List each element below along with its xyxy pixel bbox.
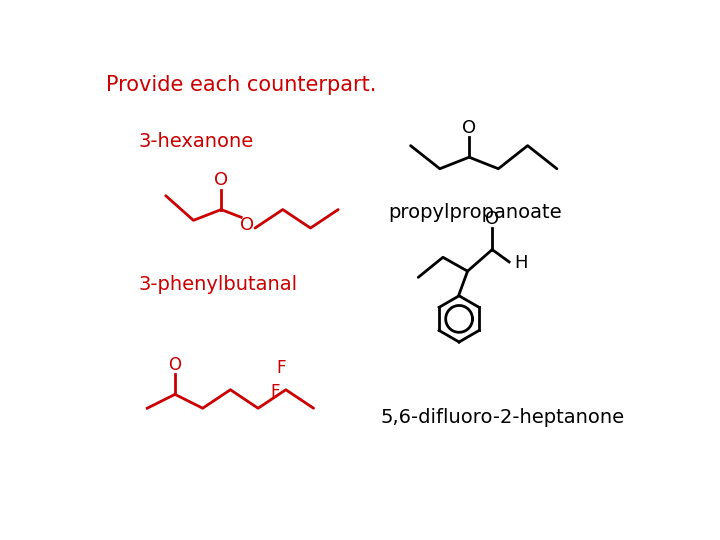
Text: O: O — [214, 171, 228, 190]
Text: O: O — [168, 356, 181, 374]
Text: H: H — [514, 254, 527, 273]
Text: 5,6-difluoro-2-heptanone: 5,6-difluoro-2-heptanone — [381, 408, 625, 427]
Text: O: O — [462, 119, 476, 137]
Text: O: O — [485, 210, 499, 228]
Text: O: O — [240, 216, 254, 234]
Text: F: F — [271, 382, 280, 401]
Text: 3-hexanone: 3-hexanone — [138, 132, 253, 151]
Text: 3-phenylbutanal: 3-phenylbutanal — [138, 275, 297, 294]
Text: F: F — [276, 360, 286, 377]
Text: propylpropanoate: propylpropanoate — [388, 203, 562, 222]
Text: Provide each counterpart.: Provide each counterpart. — [106, 75, 376, 95]
